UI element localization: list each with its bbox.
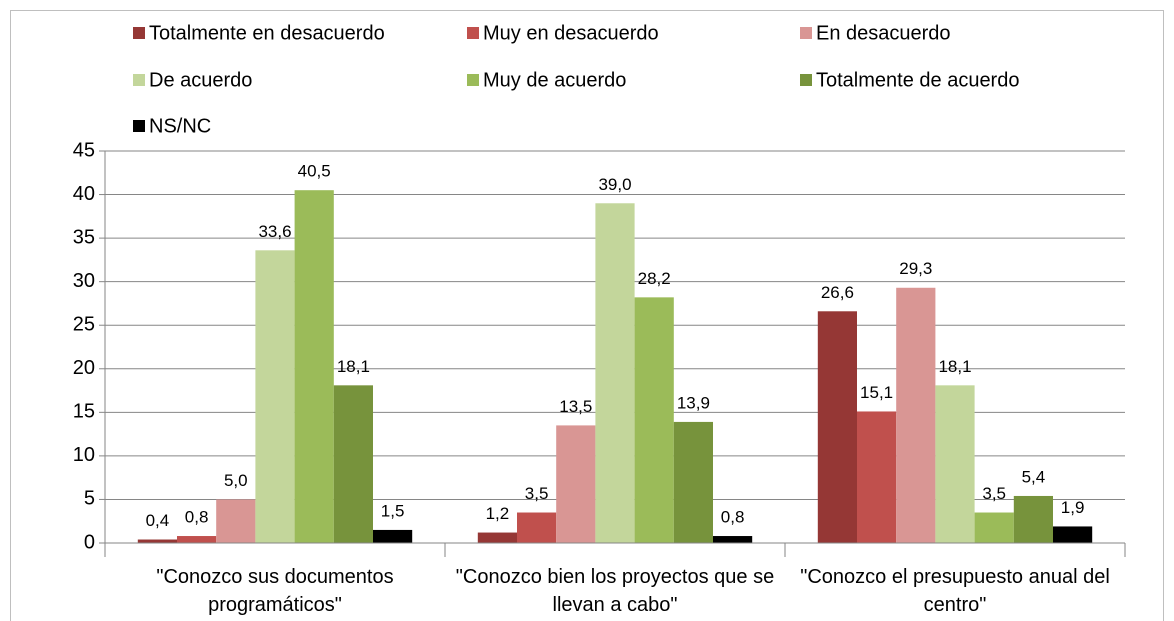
bar [477, 532, 517, 543]
value-label: 5,4 [1022, 467, 1046, 486]
legend-swatch [800, 74, 812, 86]
y-tick-label: 10 [73, 444, 95, 466]
y-tick-label: 20 [73, 357, 95, 379]
value-label: 3,5 [525, 484, 549, 503]
bar [1053, 526, 1093, 543]
y-tick-label: 30 [73, 270, 95, 292]
legend-swatch [800, 27, 812, 39]
y-tick-label: 40 [73, 183, 95, 205]
legend-swatch [133, 74, 145, 86]
value-label: 13,5 [559, 397, 592, 416]
y-tick-label: 25 [73, 314, 95, 336]
x-tick-label: "Conozco el presupuesto anual del centro… [800, 566, 1110, 616]
bar [294, 190, 334, 543]
bar [255, 250, 295, 543]
bar [517, 512, 557, 543]
value-label: 1,2 [486, 504, 510, 523]
bar [373, 529, 413, 543]
value-label: 15,1 [860, 383, 893, 402]
value-label: 1,9 [1061, 498, 1085, 517]
legend-label: Totalmente de acuerdo [816, 69, 1019, 91]
bar [974, 512, 1014, 543]
value-label: 5,0 [224, 471, 248, 490]
bar [137, 539, 177, 543]
legend-label: Muy en desacuerdo [483, 22, 659, 44]
value-label: 29,3 [899, 259, 932, 278]
bar [556, 425, 596, 543]
y-tick-label: 15 [73, 401, 95, 423]
legend-label: De acuerdo [149, 69, 252, 91]
legend-swatch [133, 27, 145, 39]
value-label: 18,1 [938, 357, 971, 376]
x-tick-label: "Conozco bien los proyectos que se lleva… [455, 566, 775, 616]
value-label: 40,5 [298, 162, 331, 181]
legend-label: En desacuerdo [816, 22, 951, 44]
bar [857, 411, 897, 543]
bar [177, 536, 217, 543]
y-tick-label: 0 [84, 531, 95, 553]
legend-swatch [467, 27, 479, 39]
value-label: 0,8 [721, 508, 745, 527]
value-label: 13,9 [677, 393, 710, 412]
legend-label: Totalmente en desacuerdo [149, 22, 385, 44]
bar [673, 421, 713, 543]
value-label: 26,6 [821, 283, 854, 302]
legend-swatch [133, 120, 145, 132]
bar [216, 499, 256, 543]
value-label: 1,5 [381, 501, 405, 520]
bar [713, 536, 753, 543]
value-label: 18,1 [337, 357, 370, 376]
legend-label: NS/NC [149, 115, 211, 137]
legend-label: Muy de acuerdo [483, 69, 626, 91]
value-label: 28,2 [638, 269, 671, 288]
value-label: 3,5 [982, 484, 1006, 503]
bar [1013, 495, 1053, 543]
bar [935, 385, 975, 543]
y-tick-label: 35 [73, 226, 95, 248]
bar [817, 311, 857, 543]
bar [896, 287, 936, 543]
value-label: 0,8 [185, 508, 209, 527]
bar [634, 297, 674, 543]
value-label: 33,6 [258, 222, 291, 241]
y-tick-label: 45 [73, 139, 95, 161]
y-tick-label: 5 [84, 488, 95, 510]
bar [595, 203, 635, 543]
chart-border [10, 10, 1164, 621]
value-label: 0,4 [146, 511, 170, 530]
legend-swatch [467, 74, 479, 86]
x-tick-label: "Conozco sus documentos programáticos" [156, 566, 394, 616]
value-label: 39,0 [598, 175, 631, 194]
bar [333, 385, 373, 543]
